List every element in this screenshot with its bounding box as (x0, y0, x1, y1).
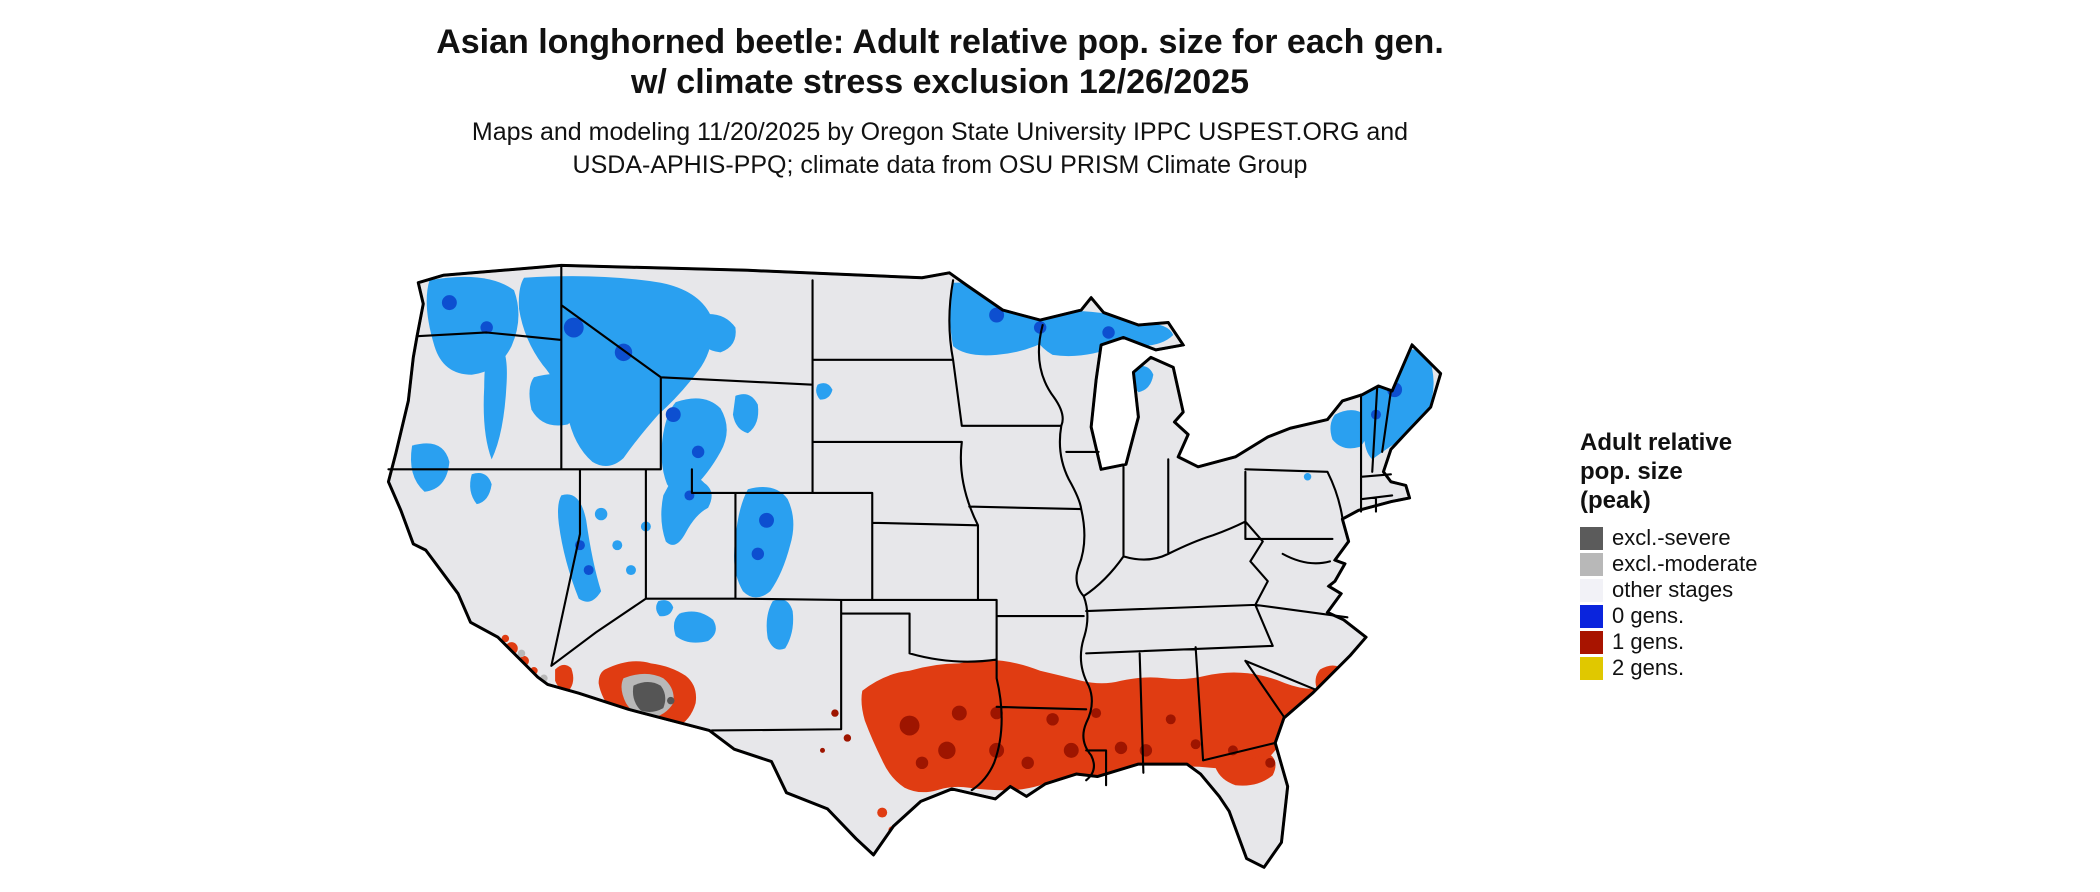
legend-item-label: 0 gens. (1612, 603, 1685, 628)
legend-item-label: other stages (1612, 577, 1734, 602)
legend-swatch (1580, 604, 1603, 628)
legend-item: 2 gens. (1580, 655, 1910, 681)
legend-item-label: 2 gens. (1612, 655, 1685, 680)
us-map (386, 263, 1443, 869)
legend-item-label: 1 gens. (1612, 629, 1685, 654)
map-subtitle: Maps and modeling 11/20/2025 by Oregon S… (0, 116, 1880, 182)
legend-item-label: excl.-moderate (1612, 551, 1758, 576)
map-subtitle-line1: Maps and modeling 11/20/2025 by Oregon S… (471, 118, 1409, 146)
legend-title-line3: (peak) (1580, 487, 1651, 514)
legend-swatch (1580, 552, 1603, 576)
legend-items: excl.-severe excl.-moderate other stages… (1580, 525, 1910, 681)
legend-item: 0 gens. (1580, 603, 1910, 629)
us-map-container (325, 228, 1519, 881)
legend-swatch (1580, 656, 1603, 680)
legend-item: 1 gens. (1580, 629, 1910, 655)
legend-title-line2: pop. size (1580, 458, 1683, 485)
state-borders (387, 264, 1394, 792)
legend-item: other stages (1580, 577, 1910, 603)
legend-swatch (1580, 526, 1603, 550)
legend: Adult relative pop. size (peak) excl.-se… (1580, 428, 1910, 681)
map-title-line2: w/ climate stress exclusion 12/26/2025 (630, 63, 1250, 101)
legend-item: excl.-moderate (1580, 551, 1910, 577)
header: Asian longhorned beetle: Adult relative … (0, 22, 1880, 182)
legend-swatch (1580, 630, 1603, 654)
map-title-line1: Asian longhorned beetle: Adult relative … (436, 23, 1444, 61)
legend-item-label: excl.-severe (1612, 525, 1731, 550)
legend-swatch (1580, 578, 1603, 602)
legend-title-line1: Adult relative (1580, 429, 1733, 456)
map-subtitle-line2: USDA-APHIS-PPQ; climate data from OSU PR… (572, 151, 1308, 179)
nation-outline (386, 263, 1443, 869)
legend-item: excl.-severe (1580, 525, 1910, 551)
